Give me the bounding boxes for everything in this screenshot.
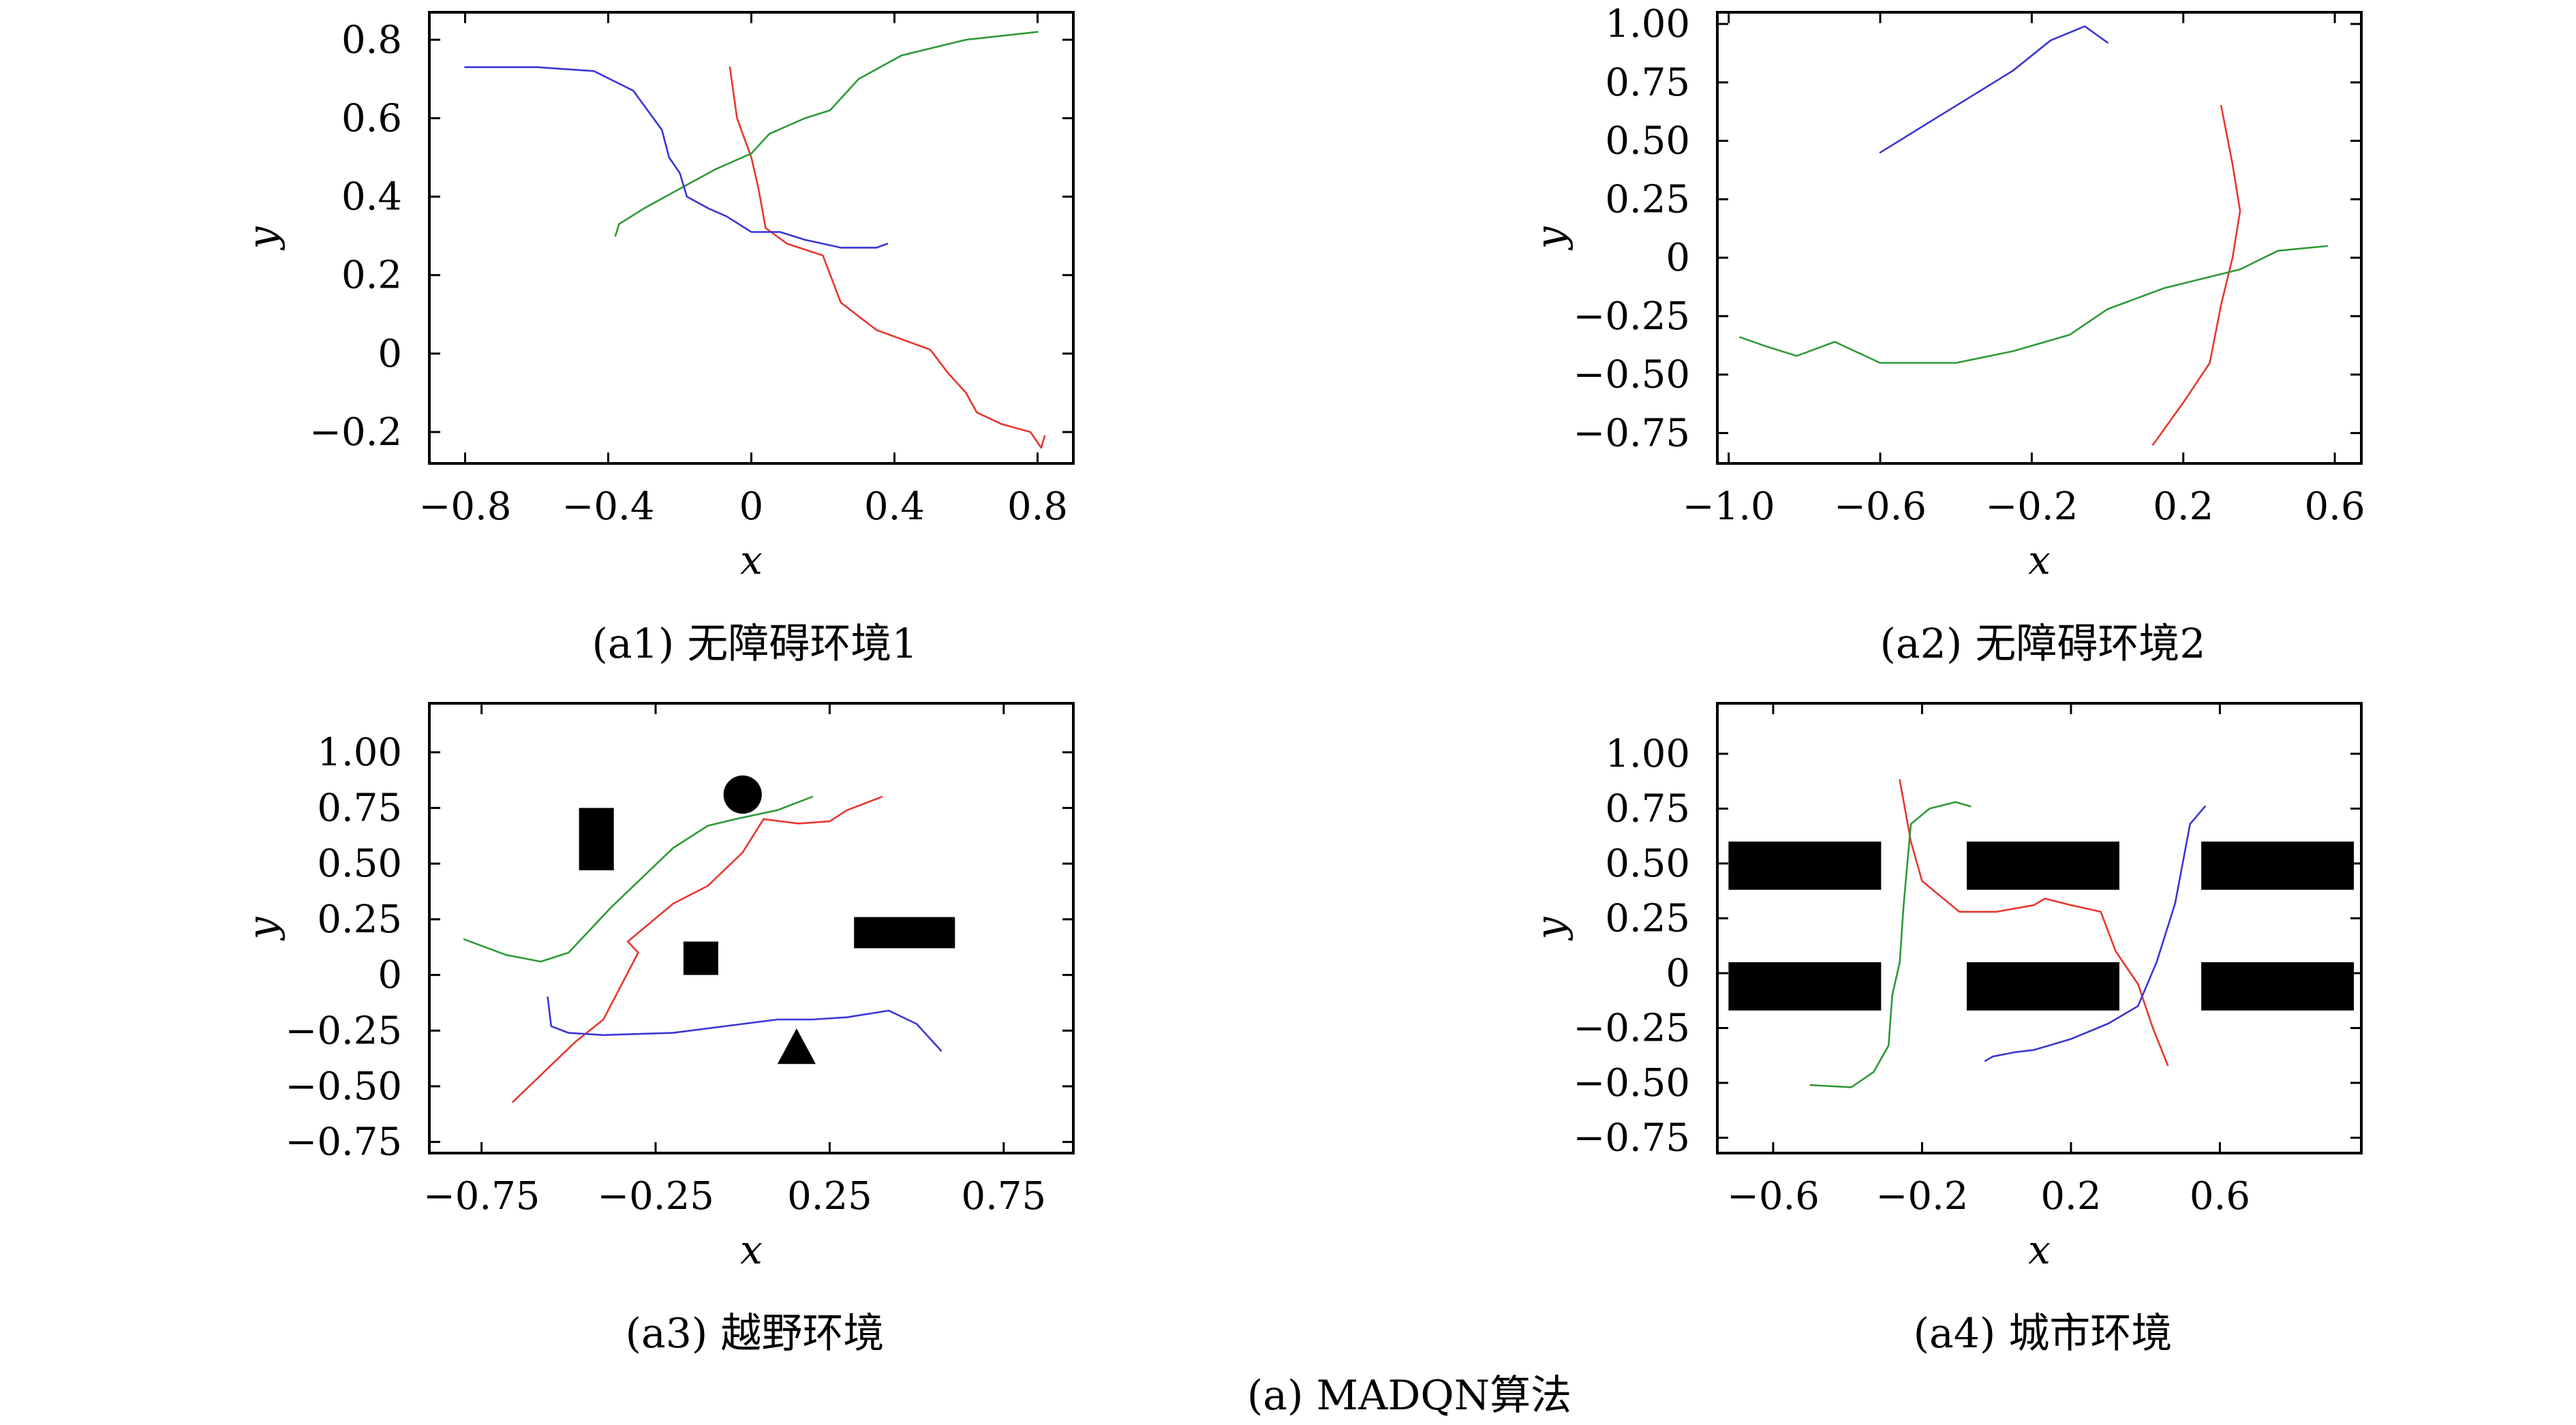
x-axis-label: x xyxy=(2028,537,2051,583)
series-line-green xyxy=(614,31,1039,237)
x-tick-label: 0.2 xyxy=(2153,485,2213,529)
y-tick-label: −0.75 xyxy=(1573,1116,1690,1160)
series-line-blue xyxy=(464,66,889,249)
series-line-red xyxy=(2152,104,2241,446)
x-tick-label: −0.2 xyxy=(1875,1174,1968,1219)
y-tick-label: 0 xyxy=(1666,236,1690,280)
series-line-red xyxy=(729,66,1046,449)
y-tick-label: −0.50 xyxy=(1573,353,1690,397)
y-axis-label: y xyxy=(1527,916,1574,941)
panel-a1: −0.8 −0.4 0 0.4 0.8 −0.2 0 0.2 0.4 0.6 0.8 x y (a1) 无… xyxy=(239,11,1075,668)
x-tick-label: −0.6 xyxy=(1727,1174,1820,1219)
x-tick-label: −0.8 xyxy=(419,485,512,529)
panel-caption: (a2) 无障碍环境2 xyxy=(1880,620,2205,668)
panel-caption: (a3) 越野环境 xyxy=(626,1310,885,1358)
x-tick-label: 0.6 xyxy=(2305,485,2365,529)
y-tick-label: −0.75 xyxy=(285,1120,402,1165)
x-tick-label: 0.6 xyxy=(2190,1174,2250,1219)
y-tick-label: −0.50 xyxy=(285,1064,402,1109)
obstacle-rect xyxy=(579,808,614,871)
x-tick-label: −0.25 xyxy=(597,1174,714,1219)
y-tick-label: 0.25 xyxy=(1605,897,1690,941)
obstacle-rect xyxy=(1966,962,2119,1011)
y-tick-label: −0.50 xyxy=(1573,1061,1690,1105)
y-tick-label: 0 xyxy=(378,953,402,998)
y-tick-label: 1.00 xyxy=(317,731,402,775)
series-line-green xyxy=(463,795,814,963)
plot-frame xyxy=(428,702,1075,1154)
y-tick-label: 0.25 xyxy=(1605,177,1690,221)
x-axis-label: x xyxy=(740,537,763,583)
panel-a3: −0.75 −0.25 0.25 0.75 −0.75 −0.50 −0.25 0 0.25 0.… xyxy=(239,702,1075,1358)
obstacle-circle xyxy=(723,775,762,814)
y-tick-label: −0.2 xyxy=(309,410,402,455)
y-tick-label: 0.50 xyxy=(1605,842,1690,886)
y-tick-label: 0.75 xyxy=(1605,787,1690,831)
series-line-red xyxy=(512,795,883,1103)
x-tick-label: −0.75 xyxy=(423,1174,540,1219)
y-tick-label: 0.50 xyxy=(1605,119,1690,164)
y-tick-label: 0.50 xyxy=(317,842,402,886)
y-tick-label: 0.75 xyxy=(317,786,402,831)
panel-caption: (a4) 城市环境 xyxy=(1914,1310,2173,1358)
panel-a2: −1.0 −0.6 −0.2 0.2 0.6 −0.75 −0.50 −0.25 0 0.25 0.… xyxy=(1527,2,2365,668)
y-axis-label: y xyxy=(239,916,286,941)
series-line-red xyxy=(1899,779,2169,1067)
y-tick-label: 1.00 xyxy=(1605,2,1690,46)
y-tick-label: 1.00 xyxy=(1605,732,1690,776)
series-line-green xyxy=(1739,245,2329,364)
y-tick-label: 0.8 xyxy=(341,18,402,62)
series-line-blue xyxy=(547,996,942,1052)
plot-frame xyxy=(428,11,1075,465)
plot-frame xyxy=(1716,11,2363,465)
obstacle-rect xyxy=(683,941,718,975)
y-tick-label: 0.25 xyxy=(317,898,402,942)
x-tick-label: 0.75 xyxy=(961,1174,1046,1219)
y-tick-label: −0.25 xyxy=(1573,294,1690,339)
obstacle-rect xyxy=(1728,841,1882,890)
x-tick-label: −0.6 xyxy=(1834,485,1927,529)
y-axis-label: y xyxy=(239,226,286,251)
obstacle-triangle xyxy=(777,1028,816,1064)
figure-caption: (a) MADQN算法 xyxy=(1247,1372,1571,1420)
y-tick-label: 0.6 xyxy=(341,96,402,140)
y-tick-label: 0.4 xyxy=(341,175,402,219)
x-tick-label: 0.4 xyxy=(864,485,925,529)
x-tick-label: −0.4 xyxy=(562,485,655,529)
plot-frame xyxy=(1716,702,2363,1154)
y-axis-label: y xyxy=(1527,226,1574,251)
y-tick-label: 0 xyxy=(1666,951,1690,996)
obstacle-rect xyxy=(2201,962,2355,1011)
series-line-blue xyxy=(1984,806,2206,1062)
panel-a4: −0.6 −0.2 0.2 0.6 −0.75 −0.50 −0.25 0 0.25 0.50 0.… xyxy=(1527,702,2363,1358)
series-line-blue xyxy=(1879,25,2109,154)
x-tick-label: 0.2 xyxy=(2040,1174,2101,1219)
y-tick-label: 0.75 xyxy=(1605,61,1690,105)
series-line-green xyxy=(1809,801,1972,1088)
x-tick-label: 0.8 xyxy=(1007,485,1068,529)
obstacle-rect xyxy=(1728,962,1882,1011)
y-tick-label: −0.25 xyxy=(285,1009,402,1053)
obstacle-rect xyxy=(1966,841,2119,890)
y-tick-label: 0 xyxy=(378,332,402,376)
obstacle-rect xyxy=(854,917,955,949)
y-tick-label: 0.2 xyxy=(341,254,402,298)
x-tick-label: −0.2 xyxy=(1985,485,2078,529)
panel-caption: (a1) 无障碍环境1 xyxy=(592,620,917,668)
obstacle-rect xyxy=(2201,841,2355,890)
x-axis-label: x xyxy=(740,1227,763,1273)
x-axis-label: x xyxy=(2028,1227,2051,1273)
x-tick-label: −1.0 xyxy=(1683,485,1775,529)
x-tick-label: 0 xyxy=(739,485,764,529)
x-tick-label: 0.25 xyxy=(787,1174,872,1219)
y-tick-label: −0.75 xyxy=(1573,411,1690,455)
y-tick-label: −0.25 xyxy=(1573,1006,1690,1050)
